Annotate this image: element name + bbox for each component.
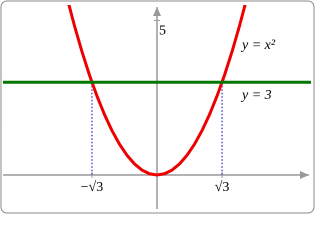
series-label: y = x² xyxy=(240,38,276,53)
y-tick-label: 5 xyxy=(159,23,166,38)
x-tick-label: √3 xyxy=(215,180,230,195)
plot-area xyxy=(3,5,311,209)
series-label: y = 3 xyxy=(240,88,272,103)
y-arrow xyxy=(153,7,161,16)
series-line xyxy=(67,5,247,177)
x-arrow xyxy=(300,171,309,179)
x-tick-label: −√3 xyxy=(81,180,104,195)
chart: −√3 √3 5 y = x² y = 3 xyxy=(0,0,315,214)
